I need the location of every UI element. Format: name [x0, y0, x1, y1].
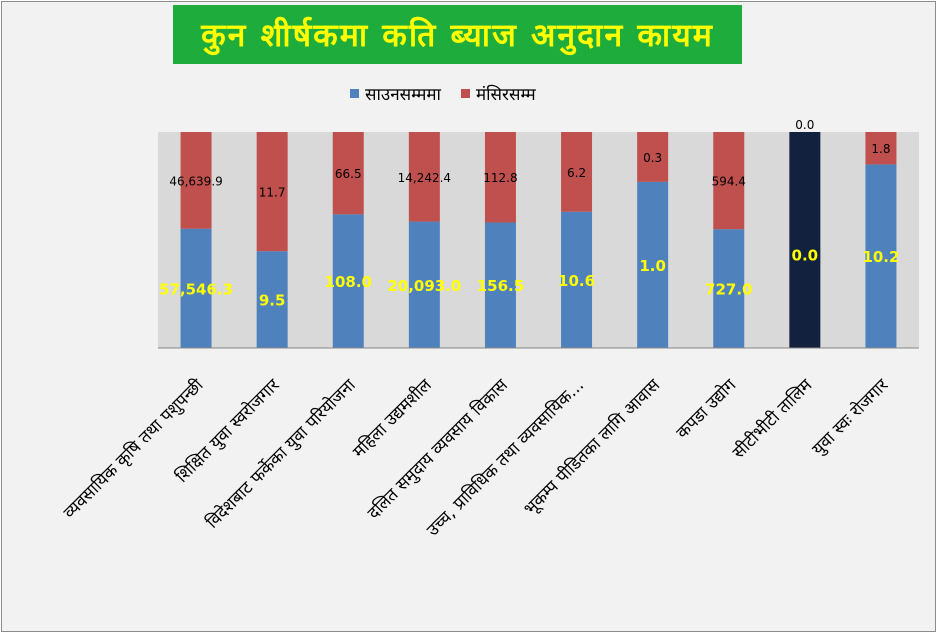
bar-series-2-1	[180, 132, 212, 229]
bar-series-1-10	[865, 164, 897, 348]
legend: साउनसम्ममा मंसिरसम्म	[350, 82, 536, 105]
data-label-series-1-1: 57,546.3	[159, 280, 233, 298]
legend-swatch-series-1	[350, 89, 359, 98]
data-label-series-2-3: 66.5	[335, 167, 362, 181]
bar-series-2-6	[561, 132, 593, 212]
data-label-series-1-8: 727.0	[705, 281, 752, 299]
data-label-series-1-3: 108.0	[325, 273, 372, 291]
data-label-series-2-1: 46,639.9	[169, 174, 222, 188]
bar-series-2-8	[713, 132, 745, 230]
x-tick-label-10: युवा स्वः रोजगार	[808, 374, 894, 460]
data-label-series-2-2: 11.7	[259, 186, 286, 200]
legend-item-series-2: मंसिरसम्म	[460, 82, 536, 105]
data-label-series-2-4: 14,242.4	[398, 171, 451, 185]
data-label-series-2-9: 0.0	[795, 118, 814, 132]
data-label-series-2-10: 1.8	[871, 142, 890, 156]
bar-series-1-7	[637, 181, 669, 348]
legend-swatch-series-2	[460, 89, 470, 98]
data-label-series-2-6: 6.2	[567, 166, 586, 180]
data-label-series-1-9: 0.0	[792, 246, 819, 264]
bar-series-2-3	[332, 132, 364, 215]
bar-series-1-5	[484, 222, 516, 348]
data-label-series-1-10: 10.2	[862, 248, 899, 266]
data-label-series-1-6: 10.6	[558, 272, 595, 290]
bar-series-1-4	[408, 221, 440, 348]
bar-series-2-10	[865, 132, 897, 165]
x-tick-label-8: कपडा उद्योग	[672, 374, 741, 443]
bar-series-1-3	[332, 214, 364, 348]
bar-zero-9	[789, 132, 821, 348]
data-label-series-1-4: 20,093.0	[387, 277, 461, 295]
x-tick-label-5: दलित समुदाय व्यवसाय विकास	[363, 374, 512, 523]
bar-series-2-7	[637, 132, 669, 182]
bar-series-2-4	[408, 132, 440, 222]
bar-series-1-6	[561, 211, 593, 348]
x-tick-label-7: भूकम्प पीडितका लागि आवास	[519, 374, 664, 519]
x-tick-label-9: सीटीभीटी तालिम	[728, 374, 817, 463]
bar-series-2-5	[484, 132, 516, 223]
data-label-series-2-8: 594.4	[712, 175, 746, 189]
legend-item-series-1: साउनसम्ममा	[350, 82, 441, 105]
data-label-series-1-7: 1.0	[639, 257, 666, 275]
legend-label-series-2: मंसिरसम्म	[475, 85, 536, 105]
bar-series-2-2	[256, 132, 288, 252]
x-tick-label-1: व्यवसायिक कृषि तथा पशुपन्छी	[59, 374, 208, 523]
data-label-series-2-5: 112.8	[483, 171, 517, 185]
x-tick-label-3: विदेशबाट फर्केका युवा परियोजना	[202, 374, 360, 532]
data-label-series-1-2: 9.5	[259, 292, 286, 310]
x-tick-label-6: उच्च, प्राविधिक तथा व्यवसायिक...	[422, 375, 588, 541]
legend-label-series-1: साउनसम्ममा	[365, 85, 441, 105]
bar-series-1-2	[256, 251, 288, 348]
bar-series-1-8	[713, 229, 745, 348]
bar-series-1-1	[180, 228, 212, 348]
data-label-series-2-7: 0.3	[643, 151, 662, 165]
data-label-series-1-5: 156.5	[477, 277, 524, 295]
chart-title: कुन शीर्षकमा कति ब्याज अनुदान कायम	[173, 5, 742, 64]
